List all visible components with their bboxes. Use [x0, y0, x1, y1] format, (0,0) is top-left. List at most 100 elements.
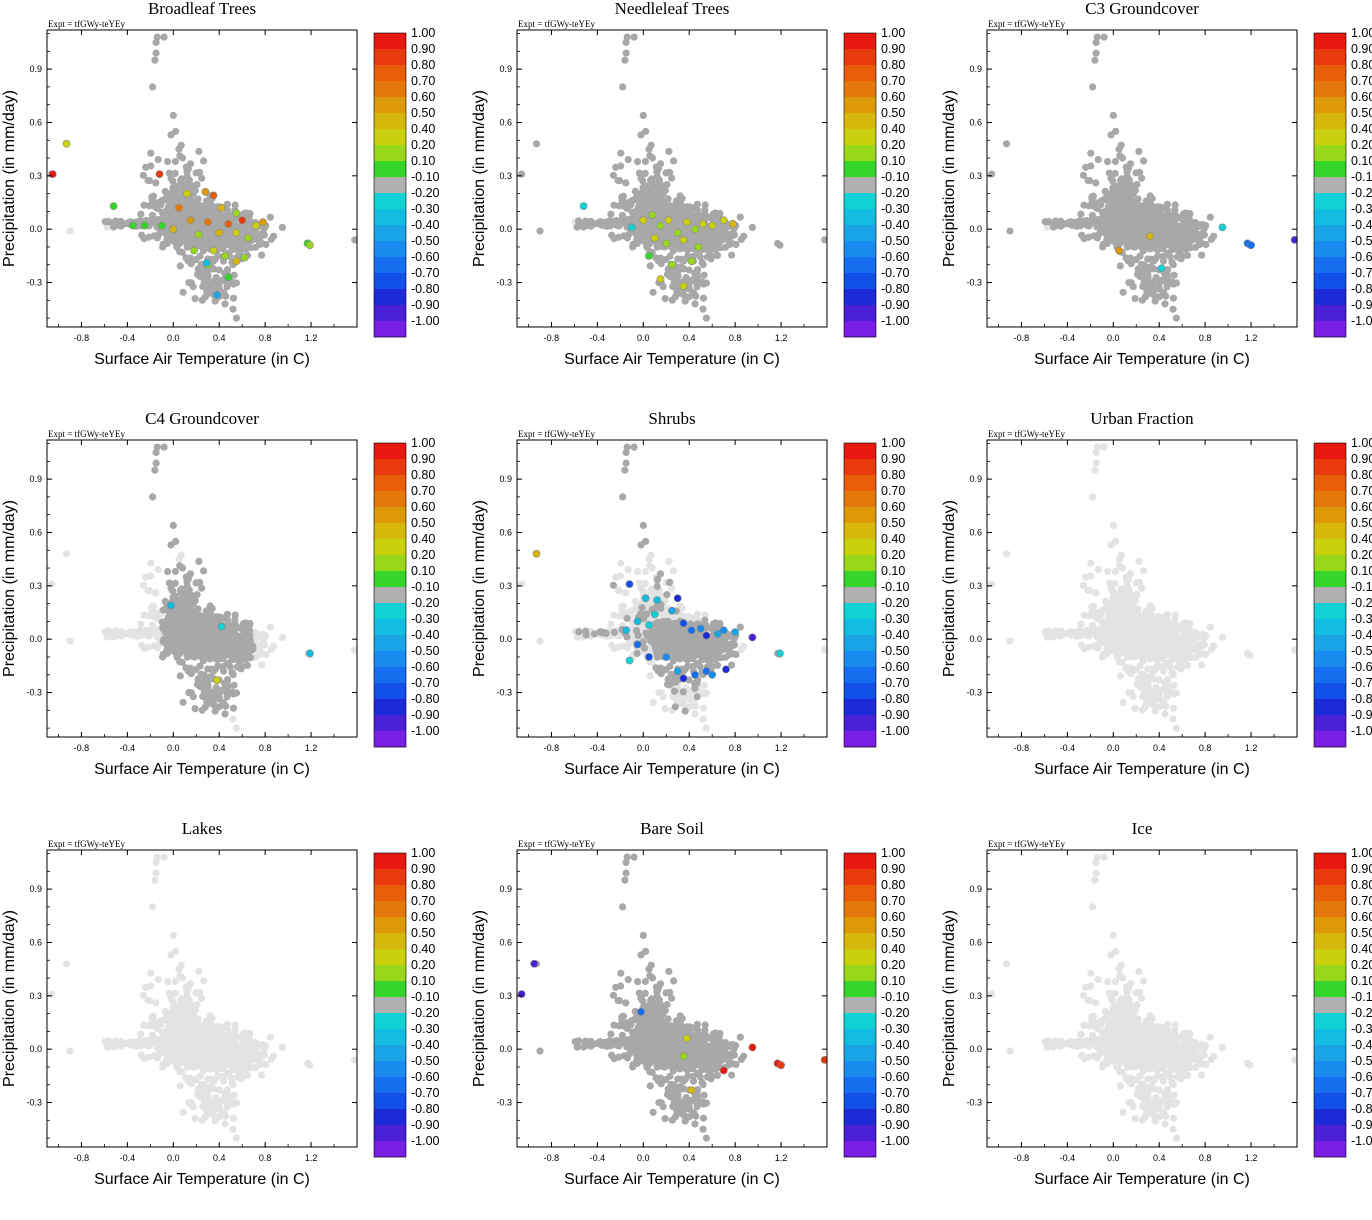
neutral-point — [632, 230, 639, 237]
neutral-point — [645, 146, 652, 153]
neutral-point — [607, 211, 614, 218]
colorbar: 1.000.900.800.700.600.500.400.200.10-0.1… — [1314, 26, 1372, 337]
data-point — [210, 247, 217, 254]
neutral-point — [176, 650, 183, 657]
background-point — [645, 556, 652, 563]
neutral-point — [650, 289, 657, 296]
neutral-point — [216, 649, 223, 656]
neutral-point — [628, 197, 635, 204]
neutral-point — [187, 606, 194, 613]
neutral-point — [207, 228, 214, 235]
colorbar-label: 0.10 — [411, 564, 435, 578]
colorbar-label: -0.20 — [1351, 186, 1372, 200]
neutral-point — [164, 158, 171, 165]
x-tick-label: 0.8 — [729, 333, 742, 343]
neutral-point — [200, 157, 207, 164]
colorbar-segment — [1314, 161, 1346, 177]
neutral-point — [1210, 233, 1217, 240]
neutral-point — [202, 293, 209, 300]
colorbar-label: 0.40 — [1351, 122, 1372, 136]
y-tick-label: 0.0 — [29, 634, 42, 644]
data-point — [628, 224, 635, 231]
data-point — [233, 229, 240, 236]
data-point — [233, 210, 240, 217]
neutral-point — [163, 627, 170, 634]
plot-area — [48, 34, 358, 322]
neutral-point — [1168, 243, 1175, 250]
colorbar-segment — [844, 177, 876, 193]
data-point — [49, 171, 56, 178]
neutral-point — [216, 266, 223, 273]
data-point — [649, 211, 656, 218]
neutral-point — [162, 640, 169, 647]
background-point — [149, 606, 156, 613]
colorbar-label: 0.60 — [1351, 90, 1372, 104]
neutral-point — [200, 567, 207, 574]
colorbar-segment — [374, 587, 406, 603]
y-tick-label: 0.3 — [499, 171, 512, 181]
neutral-point — [1156, 286, 1163, 293]
background-point — [647, 672, 654, 679]
neutral-point — [172, 568, 179, 575]
colorbar-segment — [844, 257, 876, 273]
colorbar-label: 0.10 — [881, 154, 905, 168]
neutral-point — [621, 57, 628, 64]
neutral-point — [1125, 231, 1132, 238]
background-point — [518, 581, 525, 588]
neutral-point — [153, 449, 160, 456]
chart-title: C4 Groundcover — [145, 409, 259, 428]
neutral-point — [195, 148, 202, 155]
colorbar: 1.000.900.800.700.600.500.400.200.10-0.1… — [374, 26, 440, 337]
neutral-point — [172, 625, 179, 632]
data-point — [170, 226, 177, 233]
background-point — [610, 612, 617, 619]
colorbar-segment — [844, 225, 876, 241]
colorbar-segment — [374, 257, 406, 273]
neutral-point — [204, 665, 211, 672]
neutral-point — [1147, 222, 1154, 229]
neutral-point — [197, 204, 204, 211]
colorbar-segment — [1314, 113, 1346, 129]
data-point — [691, 226, 698, 233]
data-point — [203, 259, 210, 266]
colorbar-segment — [844, 129, 876, 145]
background-point — [66, 637, 73, 644]
colorbar-label: 0.80 — [411, 58, 435, 72]
y-tick-label: -0.3 — [26, 278, 42, 288]
colorbar-label: 0.60 — [411, 500, 435, 514]
neutral-point — [1116, 240, 1123, 247]
neutral-point — [1146, 243, 1153, 250]
data-point — [141, 222, 148, 229]
colorbar-label: -0.40 — [1351, 218, 1372, 232]
data-point — [239, 217, 246, 224]
neutral-point — [161, 34, 168, 41]
background-point — [686, 696, 693, 703]
colorbar-label: 0.40 — [411, 532, 435, 546]
y-tick-label: 0.9 — [29, 474, 42, 484]
neutral-point — [1140, 280, 1147, 287]
neutral-point — [1119, 154, 1126, 161]
neutral-point — [185, 589, 192, 596]
neutral-point — [1106, 170, 1113, 177]
neutral-point — [1154, 246, 1161, 253]
neutral-point — [151, 219, 158, 226]
neutral-point — [692, 293, 699, 300]
data-point — [187, 217, 194, 224]
data-point — [1115, 247, 1122, 254]
neutral-point — [1136, 232, 1143, 239]
neutral-point — [518, 171, 525, 178]
colorbar-segment — [374, 49, 406, 65]
data-point — [665, 217, 672, 224]
neutral-point — [202, 703, 209, 710]
neutral-point — [153, 39, 160, 46]
neutral-point — [1147, 282, 1154, 289]
colorbar-segment — [374, 443, 406, 459]
background-point — [147, 560, 154, 567]
x-tick-label: -0.4 — [590, 333, 606, 343]
x-tick-label: -0.8 — [74, 743, 90, 753]
colorbar-segment — [844, 193, 876, 209]
y-axis-label: Precipitation (in mm/day) — [1, 90, 18, 267]
neutral-point — [647, 262, 654, 269]
